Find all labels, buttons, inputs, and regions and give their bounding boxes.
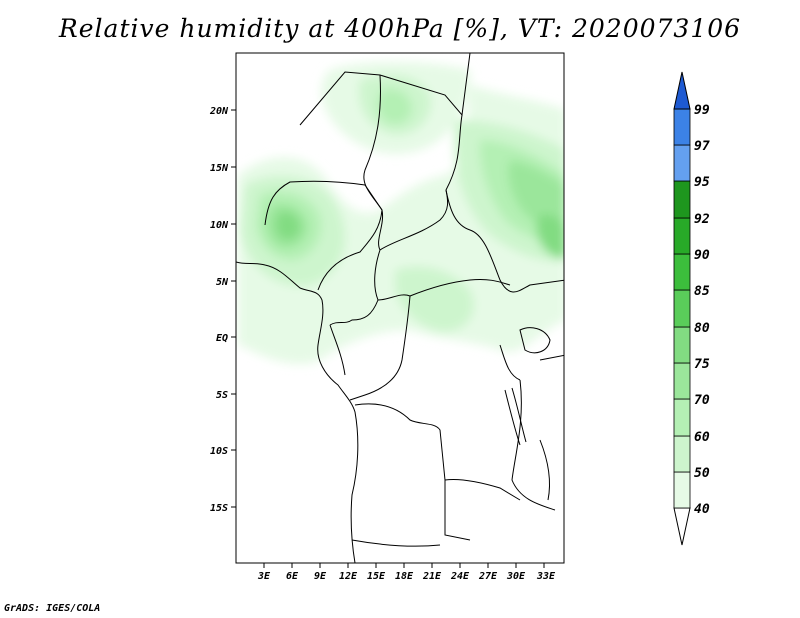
colorbar-label: 40	[694, 502, 710, 517]
grads-credit: GrADS: IGES/COLA	[4, 603, 101, 614]
colorbar-label: 60	[694, 430, 710, 445]
map-title: Relative humidity at 400hPa [%], VT: 202…	[58, 14, 742, 43]
border-chad-sudan	[445, 114, 564, 293]
lon-label: 27E	[478, 571, 498, 582]
colorbar-label: 92	[694, 212, 710, 227]
colorbar-segment	[673, 253, 691, 291]
colorbar-label: 80	[694, 321, 710, 336]
lon-label: 9E	[314, 571, 327, 582]
borders	[236, 53, 564, 563]
border-drc-south	[354, 403, 521, 501]
border-east-lines	[499, 344, 564, 381]
lat-label: 5S	[216, 390, 228, 401]
colorbar-segment	[673, 362, 691, 400]
lon-label: 18E	[395, 571, 414, 582]
colorbar-label: 90	[694, 248, 710, 263]
lon-label: 24E	[450, 571, 470, 582]
colorbar-segment	[673, 326, 691, 364]
rh-area-80-east	[536, 214, 564, 259]
lon-label: 6E	[286, 571, 299, 582]
lat-ticks: 20N 15N 10N 5N EQ 5S 10S 15S	[209, 106, 236, 514]
lat-label: 15N	[210, 163, 229, 174]
lon-ticks: 3E 6E 9E 12E 15E 18E 21E 24E 27E 30E 33E	[257, 563, 556, 582]
colorbar-segment	[673, 398, 691, 437]
border-niger-north	[299, 53, 471, 126]
colorbar-segment	[673, 217, 691, 255]
border-cameroon	[378, 189, 449, 251]
rh-area-75-east	[508, 160, 564, 231]
colorbar: 40 50 60 70 75 80 85 90 92 95 97 99	[673, 71, 710, 546]
lon-label: 21E	[422, 571, 442, 582]
colorbar-segment	[673, 180, 691, 219]
colorbar-label: 70	[694, 393, 710, 408]
border-gabon	[329, 324, 346, 376]
colorbar-label: 97	[694, 139, 710, 154]
lat-label: 15S	[210, 503, 228, 514]
lon-label: 33E	[536, 571, 556, 582]
humidity-field	[238, 61, 564, 365]
lat-label: 5N	[216, 277, 229, 288]
colorbar-top-arrow	[673, 71, 691, 110]
colorbar-segment	[673, 471, 691, 509]
map-frame	[235, 52, 565, 564]
lat-label: EQ	[216, 333, 228, 344]
lon-label: 30E	[506, 571, 526, 582]
colorbar-segment	[673, 435, 691, 473]
colorbar-segment	[673, 108, 691, 146]
colorbar-label: 99	[694, 103, 710, 118]
lat-label: 10N	[210, 220, 229, 231]
lake-tanganyika	[504, 387, 527, 446]
colorbar-label: 50	[694, 466, 710, 481]
lat-label: 20N	[209, 106, 229, 117]
lon-label: 15E	[367, 571, 386, 582]
rh-area-80-west	[276, 211, 300, 240]
coastline	[236, 261, 359, 563]
rh-area-70-north	[377, 88, 412, 125]
colorbar-label: 85	[694, 284, 710, 299]
border-malawi	[539, 439, 551, 501]
colorbar-segment	[673, 289, 691, 328]
border-tanzania	[511, 379, 556, 511]
lon-label: 12E	[339, 571, 358, 582]
lake-victoria	[519, 327, 551, 354]
lat-label: 10S	[210, 446, 228, 457]
colorbar-bottom-arrow	[673, 507, 691, 546]
border-nigeria	[264, 180, 383, 291]
border-niger-chad	[363, 74, 383, 211]
rh-area-60-congo	[395, 266, 474, 332]
lon-label: 3E	[257, 571, 271, 582]
colorbar-segment	[673, 144, 691, 182]
colorbar-label: 75	[694, 357, 710, 372]
colorbar-label: 95	[694, 175, 710, 190]
border-angola-zambia	[351, 480, 471, 547]
border-congo	[329, 295, 411, 401]
